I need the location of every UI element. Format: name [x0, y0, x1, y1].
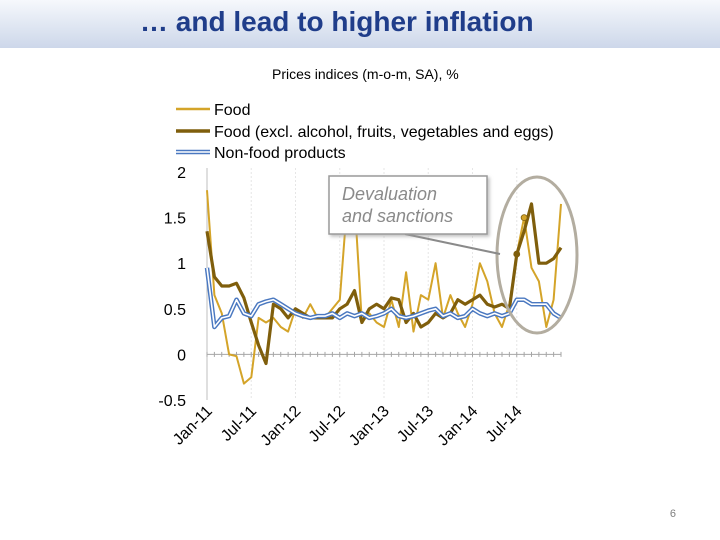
x-tick-label: Jul-14 [483, 403, 526, 446]
highlight-point [520, 214, 528, 222]
annotation-text: Devaluation [342, 184, 437, 204]
y-tick-label: 1.5 [164, 211, 186, 228]
y-tick-label: -0.5 [158, 393, 186, 410]
annotation-box [328, 175, 488, 235]
y-tick-label: 2 [177, 165, 186, 182]
x-tick-label: Jul-13 [394, 403, 437, 446]
page-number: 6 [669, 508, 676, 520]
slide-title: … and lead to higher inflation [140, 6, 534, 37]
legend-label: Food (excl. alcohol, fruits, vegetables … [214, 124, 554, 141]
x-tick-label: Jan-13 [346, 403, 393, 450]
annotation-connector [404, 233, 501, 255]
highlight-ellipse [495, 175, 579, 335]
series-line-non-food-core [206, 267, 562, 328]
x-tick-label: Jul-11 [218, 403, 260, 445]
x-tick-label: Jul-12 [306, 403, 349, 446]
legend-label: Food [214, 102, 250, 119]
series-line-food-core [205, 202, 563, 366]
highlight-point [513, 250, 521, 258]
chart-title: Prices indices (m-o-m, SA), % [272, 66, 459, 82]
series-line-food [206, 190, 562, 385]
title-bar: … and lead to higher inflation [0, 0, 720, 48]
y-tick-label: 0.5 [164, 302, 186, 319]
annotation-text: and sanctions [342, 206, 453, 226]
y-tick-label: 0 [177, 347, 186, 364]
y-tick-label: 1 [177, 256, 186, 273]
x-tick-label: Jan-12 [258, 403, 305, 450]
x-tick-label: Jan-14 [435, 403, 482, 450]
legend-label: Non-food products [214, 145, 346, 162]
